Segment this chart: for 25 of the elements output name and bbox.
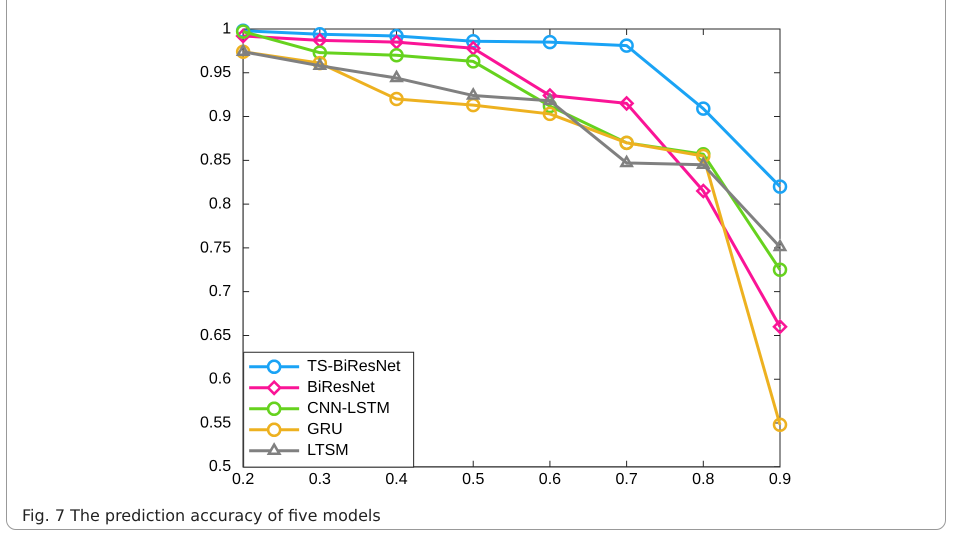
x-tick-label: 0.8 bbox=[692, 470, 715, 488]
x-tick-label: 0.9 bbox=[768, 470, 792, 488]
legend-label: TS-BiResNet bbox=[307, 358, 402, 376]
y-tick-label: 0.55 bbox=[200, 414, 232, 432]
legend-label: BiResNet bbox=[307, 379, 376, 396]
x-tick-label: 0.2 bbox=[232, 470, 254, 488]
x-tick-label: 0.7 bbox=[615, 470, 638, 488]
x-tick-label: 0.5 bbox=[462, 470, 484, 488]
y-tick-label: 0.8 bbox=[208, 196, 232, 213]
y-tick-label: 0.65 bbox=[200, 326, 232, 344]
x-tick-label: 0.4 bbox=[385, 470, 408, 488]
y-tick-label: 0.95 bbox=[200, 64, 232, 82]
y-tick-label: 0.6 bbox=[208, 370, 232, 388]
y-tick-label: 0.5 bbox=[208, 458, 232, 476]
caption: Fig. 7 The prediction accuracy of five models bbox=[22, 506, 381, 525]
x-tick-label: 0.6 bbox=[538, 470, 562, 488]
legend-label: GRU bbox=[307, 421, 343, 438]
y-tick-label: 0.85 bbox=[200, 152, 232, 169]
legend-label: LTSM bbox=[307, 442, 349, 460]
y-tick-label: 0.75 bbox=[200, 239, 232, 256]
legend-label: CNN-LSTM bbox=[307, 400, 390, 418]
y-tick-label: 1 bbox=[222, 20, 232, 38]
y-tick-label: 0.9 bbox=[208, 108, 232, 125]
x-tick-label: 0.3 bbox=[308, 470, 332, 488]
y-tick-label: 0.7 bbox=[208, 283, 232, 300]
